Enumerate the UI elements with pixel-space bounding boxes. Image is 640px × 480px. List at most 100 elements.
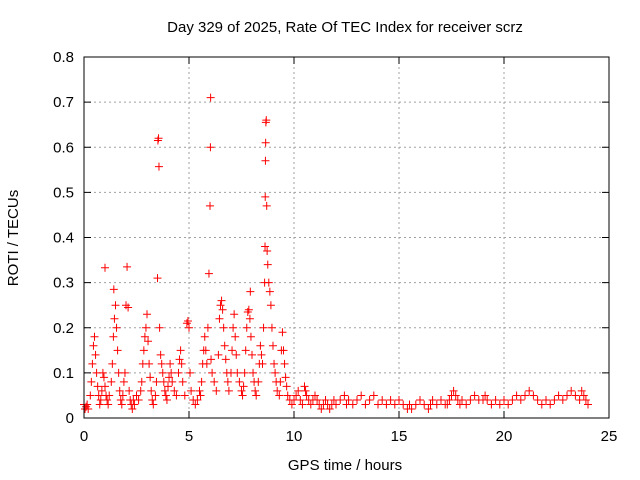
data-point <box>91 350 100 359</box>
data-point <box>115 386 124 395</box>
data-points <box>80 93 592 413</box>
data-point <box>216 301 225 310</box>
data-point <box>214 350 223 359</box>
data-point <box>196 391 205 400</box>
data-point <box>321 395 330 404</box>
data-point <box>153 136 162 145</box>
data-point <box>119 377 128 386</box>
data-point <box>231 332 240 341</box>
data-point <box>221 355 230 364</box>
data-point <box>273 386 282 395</box>
data-point <box>177 359 186 368</box>
data-point <box>193 395 202 404</box>
data-point <box>145 359 154 368</box>
data-point <box>248 350 256 359</box>
data-point <box>451 391 460 400</box>
data-point <box>164 382 172 391</box>
data-point <box>109 285 118 294</box>
data-point <box>241 346 250 355</box>
x-tick-label: 0 <box>80 428 88 445</box>
data-point <box>411 400 420 409</box>
data-point <box>218 305 227 314</box>
data-point <box>128 404 137 413</box>
chart-title: Day 329 of 2025, Rate Of TEC Index for r… <box>167 19 523 36</box>
data-point <box>336 395 345 404</box>
data-point <box>238 391 247 400</box>
data-point <box>147 386 156 395</box>
data-point <box>87 377 96 386</box>
data-point <box>125 386 134 395</box>
data-point <box>229 323 238 332</box>
data-point <box>146 373 155 382</box>
data-point <box>165 373 174 382</box>
data-point <box>491 395 500 404</box>
data-point <box>183 316 192 325</box>
data-point <box>558 395 567 404</box>
y-axis-label: ROTI / TECUs <box>5 190 22 286</box>
data-point <box>542 395 550 404</box>
data-point <box>123 262 132 271</box>
data-point <box>116 395 125 404</box>
data-point <box>148 395 157 404</box>
data-point <box>154 134 163 143</box>
data-point <box>300 382 309 391</box>
data-point <box>117 400 126 409</box>
data-point <box>104 400 113 409</box>
data-point <box>153 274 162 283</box>
data-point <box>261 138 270 147</box>
data-point <box>353 395 361 404</box>
data-point <box>228 346 237 355</box>
data-point <box>215 314 224 323</box>
data-point <box>244 305 253 314</box>
data-point <box>267 323 276 332</box>
data-point <box>206 201 214 210</box>
data-point <box>516 395 525 404</box>
data-point <box>546 400 555 409</box>
data-point <box>118 391 127 400</box>
data-point <box>246 332 255 341</box>
data-point <box>261 242 270 251</box>
data-point <box>137 377 146 386</box>
data-point <box>251 386 260 395</box>
x-axis-label: GPS time / hours <box>288 457 402 474</box>
data-point <box>386 395 395 404</box>
data-point <box>112 323 121 332</box>
data-point <box>230 310 239 319</box>
data-point <box>276 377 285 386</box>
data-point <box>283 391 292 400</box>
data-point <box>217 296 226 305</box>
data-point <box>124 303 133 312</box>
data-point <box>416 395 424 404</box>
data-point <box>93 382 102 391</box>
data-point <box>581 395 590 404</box>
data-point <box>168 377 177 386</box>
data-point <box>259 323 268 332</box>
data-point <box>136 386 145 395</box>
data-point <box>158 368 167 377</box>
data-point <box>122 301 130 310</box>
data-point <box>584 400 592 409</box>
data-point <box>529 391 538 400</box>
data-point <box>563 391 571 400</box>
data-point <box>206 93 215 102</box>
data-point <box>432 400 441 409</box>
data-point <box>105 391 114 400</box>
data-point <box>470 391 479 400</box>
data-point <box>140 332 149 341</box>
data-point <box>361 400 370 409</box>
data-point <box>302 391 311 400</box>
y-tick-label: 0.7 <box>53 94 74 111</box>
data-point <box>261 156 270 165</box>
data-point <box>98 368 107 377</box>
data-point <box>151 391 160 400</box>
data-point <box>257 350 266 359</box>
data-point <box>152 377 161 386</box>
data-point <box>521 391 529 400</box>
data-point <box>159 377 168 386</box>
data-point <box>113 346 122 355</box>
data-point <box>144 337 153 346</box>
data-point <box>344 395 353 404</box>
data-point <box>512 391 521 400</box>
x-tick-label: 15 <box>391 428 408 445</box>
data-point <box>306 400 315 409</box>
